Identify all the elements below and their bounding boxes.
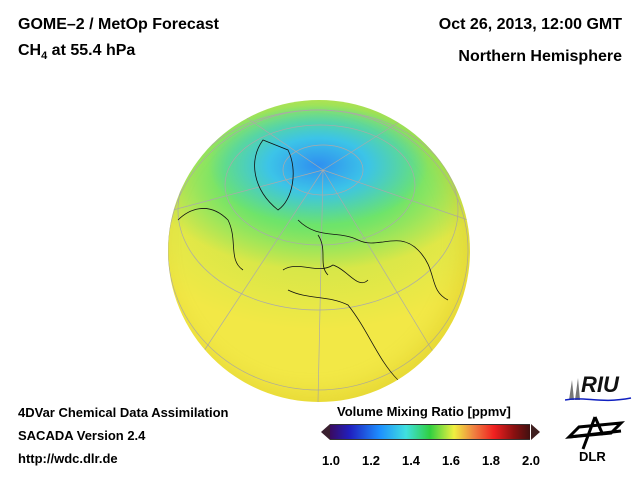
forecast-datetime: Oct 26, 2013, 12:00 GMT: [438, 16, 622, 33]
colorbar-tick: 1.8: [481, 453, 501, 468]
species-label: CH4 at 55.4 hPa: [18, 42, 135, 62]
colorbar-tick: 1.2: [361, 453, 381, 468]
species-rest: at 55.4 hPa: [47, 42, 136, 59]
colorbar-tick: 1.4: [401, 453, 421, 468]
colorbar-tick: 1.6: [441, 453, 461, 468]
colorbar-tick: 1.0: [321, 453, 341, 468]
footer-version: SACADA Version 2.4: [18, 428, 146, 443]
region-label: Northern Hemisphere: [458, 48, 622, 65]
graticule: [168, 104, 469, 402]
colorbar-max-arrow: [531, 424, 540, 440]
colorbar-label: Volume Mixing Ratio [ppmv]: [337, 404, 511, 419]
species-main: CH: [18, 42, 42, 59]
riu-logo-graphic: [565, 378, 632, 402]
footer-method: 4DVar Chemical Data Assimilation: [18, 405, 229, 420]
dlr-logo-text: DLR: [579, 449, 606, 464]
species-sub: 4: [41, 50, 48, 63]
hemisphere-map: [168, 100, 470, 402]
dlr-logo: DLR: [564, 415, 626, 465]
colorbar-tick: 2.0: [521, 453, 541, 468]
coastlines: [177, 139, 449, 381]
product-title: GOME–2 / MetOp Forecast: [18, 16, 219, 33]
dlr-logo-graphic: [564, 416, 626, 450]
riu-logo: RIU: [565, 372, 635, 404]
colorbar: [330, 424, 530, 440]
colorbar-min-arrow: [321, 424, 330, 440]
footer-url[interactable]: http://wdc.dlr.de: [18, 451, 118, 466]
riu-logo-text: RIU: [581, 372, 619, 397]
